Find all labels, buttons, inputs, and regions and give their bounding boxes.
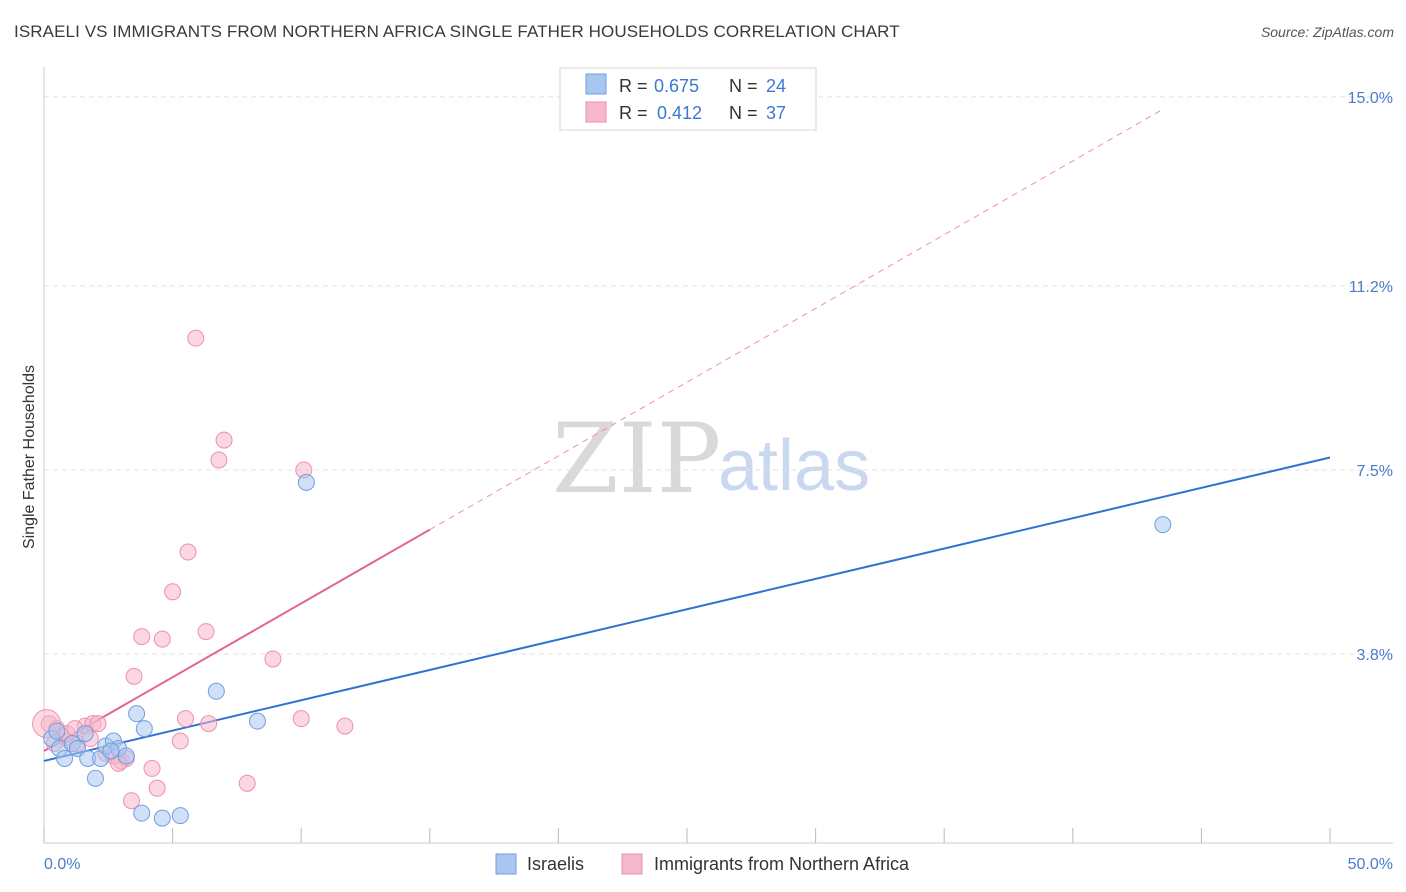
data-point-africa bbox=[238, 774, 256, 792]
legend-swatch-israelis bbox=[585, 73, 607, 95]
legend-n-value-africa: 37 bbox=[766, 103, 786, 123]
legend-r-value-israelis: 0.675 bbox=[654, 76, 699, 96]
gridlines bbox=[44, 96, 1393, 655]
data-point-africa bbox=[89, 715, 107, 733]
data-point-israelis bbox=[171, 807, 189, 825]
data-point-africa bbox=[187, 329, 205, 347]
trend-line-africa bbox=[43, 528, 431, 752]
data-point-africa bbox=[264, 650, 282, 668]
data-point-africa bbox=[122, 792, 140, 810]
trend-line-africa-extension bbox=[429, 108, 1164, 531]
data-point-africa bbox=[336, 717, 354, 735]
chart-title: ISRAELI VS IMMIGRANTS FROM NORTHERN AFRI… bbox=[14, 22, 900, 41]
y-axis-label: Single Father Households bbox=[21, 365, 38, 549]
series-legend-swatch-israelis bbox=[495, 853, 517, 875]
data-point-israelis bbox=[68, 739, 86, 757]
data-point-africa bbox=[133, 628, 151, 646]
legend-r-label-israelis: R = bbox=[619, 76, 648, 96]
y-tick-label: 3.8% bbox=[1357, 647, 1393, 664]
series-legend-label-africa: Immigrants from Northern Africa bbox=[654, 854, 910, 874]
data-point-africa bbox=[171, 732, 189, 750]
watermark-atlas: atlas bbox=[718, 426, 870, 506]
y-axis-tick-labels: 3.8% 7.5% 11.2% 15.0% bbox=[1348, 90, 1393, 664]
y-tick-label: 11.2% bbox=[1349, 279, 1393, 296]
data-point-israelis bbox=[1154, 516, 1172, 534]
series-legend: Israelis Immigrants from Northern Africa bbox=[495, 853, 910, 875]
legend-r-value-africa: 0.412 bbox=[657, 103, 702, 123]
data-point-israelis bbox=[248, 712, 266, 730]
data-point-israelis bbox=[135, 720, 153, 738]
data-point-africa bbox=[200, 715, 218, 733]
stats-legend: R = 0.675 N = 24 R = 0.412 N = 37 bbox=[559, 67, 817, 131]
data-point-africa bbox=[148, 779, 166, 797]
data-point-israelis bbox=[153, 809, 171, 827]
data-point-israelis bbox=[86, 769, 104, 787]
legend-r-label-africa: R = bbox=[619, 103, 648, 123]
data-point-africa bbox=[215, 431, 233, 449]
data-point-africa bbox=[197, 623, 215, 641]
y-tick-label: 7.5% bbox=[1357, 463, 1393, 480]
data-point-africa bbox=[179, 543, 197, 561]
x-tick-label-max: 50.0% bbox=[1348, 856, 1393, 873]
data-point-africa bbox=[143, 759, 161, 777]
data-point-israelis bbox=[128, 705, 146, 723]
data-point-africa bbox=[176, 710, 194, 728]
x-tick-label-min: 0.0% bbox=[44, 856, 80, 873]
data-points bbox=[32, 329, 1172, 827]
data-point-israelis bbox=[48, 722, 66, 740]
legend-n-label-africa: N = bbox=[729, 103, 758, 123]
data-point-africa bbox=[164, 583, 182, 601]
legend-n-label-israelis: N = bbox=[729, 76, 758, 96]
watermark-zip: ZIP bbox=[552, 403, 721, 515]
data-point-israelis bbox=[117, 747, 135, 765]
x-axis-ticks bbox=[43, 828, 1331, 843]
data-point-africa bbox=[292, 710, 310, 728]
y-tick-label: 15.0% bbox=[1348, 90, 1393, 107]
series-legend-swatch-africa bbox=[621, 853, 643, 875]
trend-lines bbox=[43, 108, 1331, 762]
legend-swatch-africa bbox=[585, 101, 607, 123]
trend-line-israelis bbox=[43, 456, 1331, 762]
data-point-israelis bbox=[133, 804, 151, 822]
data-point-africa bbox=[153, 630, 171, 648]
series-legend-label-israelis: Israelis bbox=[527, 854, 584, 874]
data-point-israelis bbox=[76, 725, 94, 743]
source-credit: Source: ZipAtlas.com bbox=[1260, 24, 1394, 40]
data-point-israelis bbox=[102, 742, 120, 760]
data-point-africa bbox=[210, 451, 228, 469]
data-point-israelis bbox=[56, 749, 74, 767]
data-point-africa bbox=[125, 667, 143, 685]
data-point-israelis bbox=[297, 473, 315, 491]
legend-n-value-israelis: 24 bbox=[766, 76, 786, 96]
data-point-israelis bbox=[207, 682, 225, 700]
